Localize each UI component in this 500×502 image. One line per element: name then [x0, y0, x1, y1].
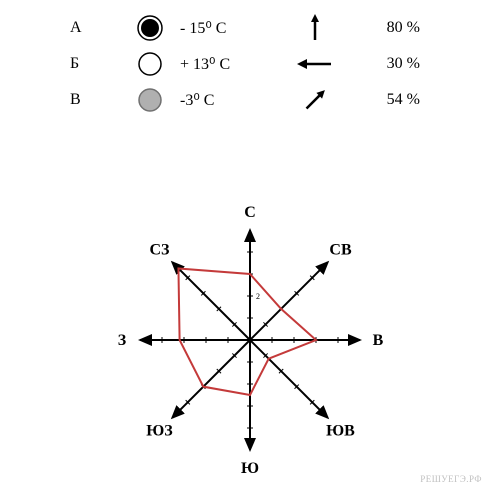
wind-arrow [270, 13, 360, 43]
percent-value: 54 % [360, 91, 420, 109]
direction-label-S: Ю [241, 460, 259, 477]
temperature-value: -3⁰ C [180, 90, 270, 110]
temperature-value: + 13⁰ C [180, 54, 270, 74]
direction-label-SW: ЮЗ [146, 423, 173, 440]
direction-label-W: З [118, 332, 127, 349]
temperature-value: - 15⁰ C [180, 18, 270, 38]
row-letter: Б [70, 55, 120, 73]
weather-symbol-filled [120, 13, 180, 43]
row-letter: В [70, 91, 120, 109]
percent-value: 80 % [360, 19, 420, 37]
wind-arrow [270, 49, 360, 79]
wind-arrow [270, 85, 360, 115]
weather-symbol-shaded [120, 85, 180, 115]
row-letter: А [70, 19, 120, 37]
weather-symbol-hollow [120, 49, 180, 79]
legend-row: Б + 13⁰ C 30 % [70, 46, 470, 82]
direction-label-N: С [244, 204, 256, 221]
direction-label-E: В [373, 332, 384, 349]
legend-table: А - 15⁰ C 80 % Б + 13⁰ C 30 % В -3⁰ C 54… [70, 10, 470, 118]
direction-label-NE: СВ [329, 241, 352, 258]
wind-rose-polygon [178, 268, 316, 395]
legend-row: А - 15⁰ C 80 % [70, 10, 470, 46]
wind-rose-diagram: С СВ В ЮВ Ю ЮЗ З СЗ 2 [90, 190, 410, 490]
percent-value: 30 % [360, 55, 420, 73]
direction-label-NW: СЗ [149, 241, 170, 258]
watermark-text: РЕШУЕГЭ.РФ [420, 474, 482, 484]
legend-row: В -3⁰ C 54 % [70, 82, 470, 118]
direction-label-SE: ЮВ [326, 423, 355, 440]
svg-text:2: 2 [256, 292, 260, 301]
